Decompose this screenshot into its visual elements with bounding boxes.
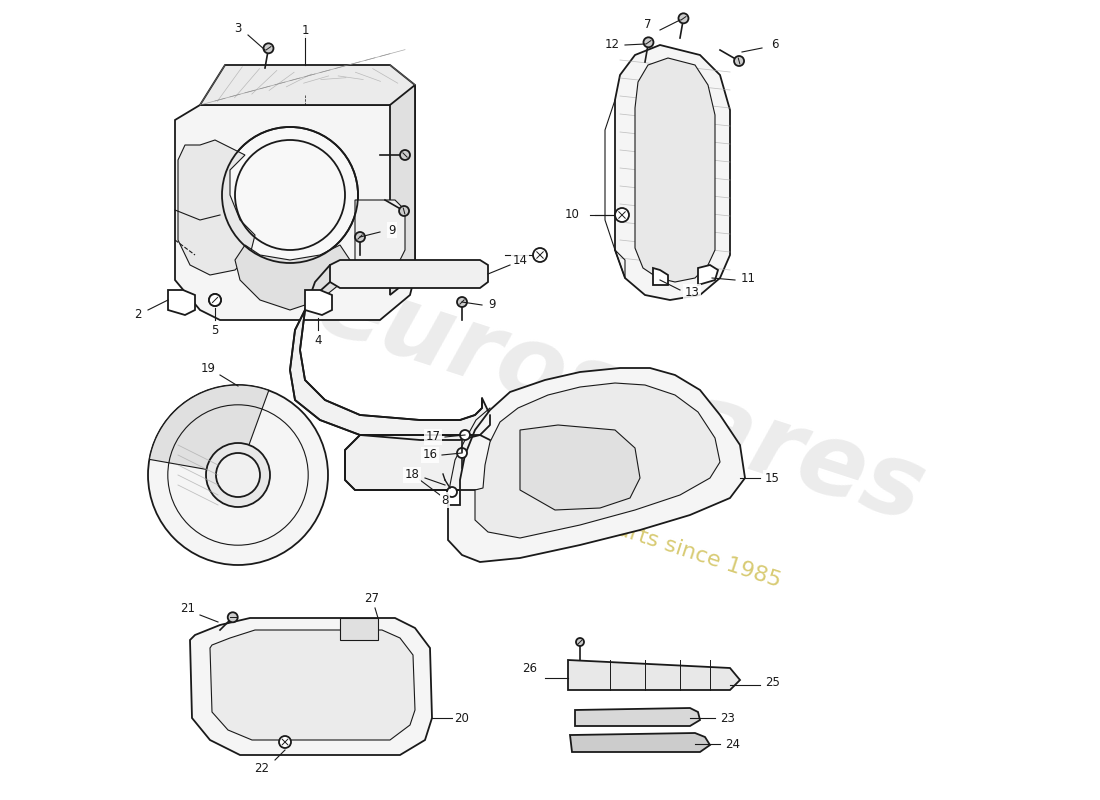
Circle shape bbox=[209, 294, 221, 306]
Circle shape bbox=[148, 385, 328, 565]
Text: 7: 7 bbox=[645, 18, 651, 31]
Polygon shape bbox=[210, 630, 415, 740]
Text: 1: 1 bbox=[301, 23, 309, 37]
Circle shape bbox=[534, 248, 547, 262]
Text: eurospares: eurospares bbox=[305, 256, 936, 544]
Polygon shape bbox=[615, 45, 730, 300]
Text: 16: 16 bbox=[422, 449, 438, 462]
Text: 22: 22 bbox=[254, 762, 270, 774]
Polygon shape bbox=[355, 200, 405, 275]
Circle shape bbox=[734, 56, 744, 66]
Text: 8: 8 bbox=[441, 494, 449, 506]
Text: 4: 4 bbox=[315, 334, 321, 346]
Circle shape bbox=[216, 453, 260, 497]
Text: 10: 10 bbox=[564, 209, 580, 222]
Text: 13: 13 bbox=[684, 286, 700, 298]
Polygon shape bbox=[635, 58, 715, 282]
Text: 15: 15 bbox=[764, 471, 780, 485]
Polygon shape bbox=[290, 265, 490, 440]
Circle shape bbox=[399, 206, 409, 216]
Circle shape bbox=[228, 612, 238, 622]
Circle shape bbox=[615, 208, 629, 222]
Circle shape bbox=[456, 297, 468, 307]
Circle shape bbox=[206, 443, 270, 507]
Polygon shape bbox=[390, 85, 415, 295]
Text: a passion for parts since 1985: a passion for parts since 1985 bbox=[456, 469, 783, 591]
Circle shape bbox=[644, 38, 653, 47]
Text: 23: 23 bbox=[720, 711, 736, 725]
Circle shape bbox=[222, 127, 358, 263]
Polygon shape bbox=[305, 290, 332, 315]
Text: 9: 9 bbox=[488, 298, 496, 311]
Text: 21: 21 bbox=[180, 602, 196, 614]
Circle shape bbox=[456, 448, 468, 458]
Text: 6: 6 bbox=[771, 38, 779, 51]
Circle shape bbox=[209, 294, 221, 306]
Polygon shape bbox=[200, 65, 415, 130]
Polygon shape bbox=[575, 708, 700, 726]
Text: 19: 19 bbox=[200, 362, 216, 374]
Text: 2: 2 bbox=[134, 309, 142, 322]
Polygon shape bbox=[168, 290, 195, 315]
Polygon shape bbox=[345, 435, 500, 490]
Polygon shape bbox=[475, 383, 720, 538]
Text: 26: 26 bbox=[522, 662, 538, 674]
Circle shape bbox=[679, 14, 689, 23]
Text: 17: 17 bbox=[426, 430, 440, 443]
Text: 11: 11 bbox=[740, 271, 756, 285]
Polygon shape bbox=[698, 265, 718, 285]
Bar bbox=[340, 618, 378, 640]
Circle shape bbox=[576, 638, 584, 646]
Circle shape bbox=[400, 150, 410, 160]
Polygon shape bbox=[175, 105, 415, 320]
Polygon shape bbox=[568, 660, 740, 690]
Text: 9: 9 bbox=[388, 223, 396, 237]
Polygon shape bbox=[178, 140, 255, 275]
Text: 18: 18 bbox=[405, 469, 419, 482]
Polygon shape bbox=[330, 260, 488, 288]
Text: 3: 3 bbox=[234, 22, 242, 34]
Polygon shape bbox=[653, 268, 668, 285]
Text: 24: 24 bbox=[726, 738, 740, 750]
Polygon shape bbox=[570, 733, 710, 752]
Circle shape bbox=[279, 736, 292, 748]
Polygon shape bbox=[150, 385, 268, 475]
Text: 12: 12 bbox=[605, 38, 619, 51]
Text: 25: 25 bbox=[766, 675, 780, 689]
Polygon shape bbox=[190, 618, 432, 755]
Polygon shape bbox=[448, 368, 745, 562]
Circle shape bbox=[264, 43, 274, 54]
Text: 14: 14 bbox=[513, 254, 528, 266]
Circle shape bbox=[355, 232, 365, 242]
Text: 27: 27 bbox=[364, 591, 380, 605]
Text: 5: 5 bbox=[211, 323, 219, 337]
Polygon shape bbox=[520, 425, 640, 510]
Circle shape bbox=[460, 430, 470, 440]
Text: 20: 20 bbox=[454, 711, 470, 725]
Polygon shape bbox=[235, 245, 350, 310]
Circle shape bbox=[447, 487, 456, 497]
